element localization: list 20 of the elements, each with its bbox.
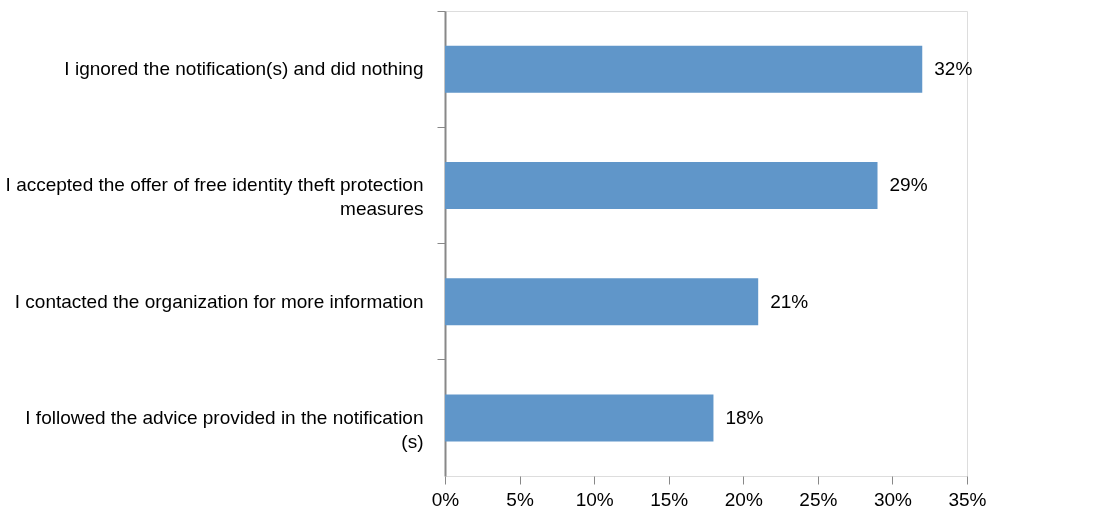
data-label: 29% — [889, 174, 928, 196]
y-tick-label: I contacted the organization for more information — [14, 290, 424, 312]
x-tick-label: 35% — [948, 488, 987, 510]
y-tick-label: I followed the advice provided in the notification (s) — [25, 406, 424, 452]
data-label: 18% — [725, 406, 764, 428]
bar — [445, 45, 923, 93]
y-tick-label: I accepted the offer of free identity theft protection measures — [5, 174, 424, 220]
x-tick-label: 10% — [575, 488, 614, 510]
x-tick-label: 25% — [799, 488, 838, 510]
data-label: 21% — [770, 290, 809, 312]
data-label: 32% — [934, 58, 973, 80]
x-tick-label: 5% — [506, 488, 534, 510]
bar — [445, 394, 714, 442]
bar — [445, 278, 759, 326]
x-tick-label: 20% — [724, 488, 763, 510]
x-tick-label: 0% — [431, 488, 460, 510]
x-tick-label: 15% — [650, 488, 689, 510]
y-tick-label: I ignored the notification(s) and did nothing — [64, 58, 424, 80]
x-tick-label: 30% — [873, 488, 913, 510]
bar — [445, 161, 878, 209]
